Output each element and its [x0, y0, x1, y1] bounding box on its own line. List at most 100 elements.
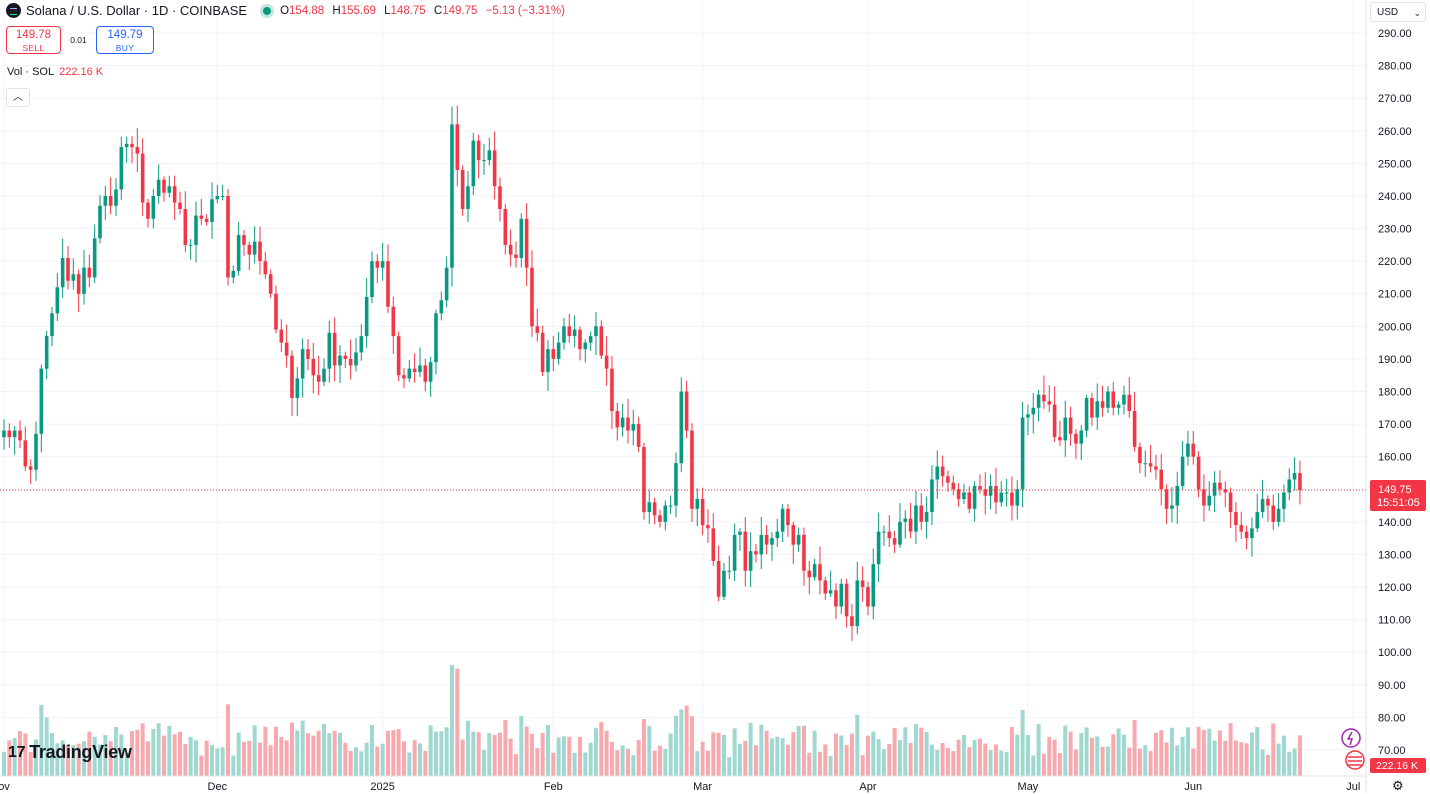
- volume-bar-190: [1015, 734, 1020, 776]
- candle-101: [540, 325, 545, 377]
- candle-12: [66, 245, 70, 290]
- volume-bar-115: [615, 750, 620, 776]
- volume-value: 222.16 K: [59, 66, 104, 78]
- volume-bar-155: [828, 756, 833, 776]
- volume-bar-17: [92, 736, 97, 776]
- price-tick-label-7: 220.00: [1378, 256, 1412, 268]
- candle-181: [967, 486, 972, 514]
- candle-114: [610, 356, 614, 430]
- time-axis[interactable]: ov Dec 2025 Feb Mar Apr May Jun Jul: [0, 775, 1366, 793]
- volume-bar-27: [145, 741, 150, 776]
- candle-96: [514, 241, 518, 268]
- volume-bar-62: [332, 730, 337, 776]
- candle-83: [444, 256, 449, 308]
- volume-bar-191: [1020, 709, 1025, 776]
- volume-bar-129: [689, 716, 694, 776]
- volume-bar-242: [1292, 748, 1297, 776]
- volume-bar-37: [199, 755, 204, 776]
- candle-73: [391, 296, 396, 354]
- candle-170: [908, 502, 913, 539]
- price-tick-label-9: 200.00: [1378, 321, 1412, 333]
- collapse-legend-button[interactable]: ︿: [6, 88, 30, 107]
- volume-bar-63: [337, 732, 342, 776]
- sell-button[interactable]: 149.78 SELL: [6, 26, 61, 54]
- volume-bar-26: [140, 723, 145, 776]
- candlestick-series: [2, 105, 1302, 641]
- volume-bar-25: [135, 729, 140, 776]
- volume-bar-243: [1297, 735, 1302, 776]
- time-tick-label-8: Jul: [1346, 781, 1360, 793]
- volume-bar-228: [1217, 730, 1222, 776]
- candle-160: [855, 561, 860, 635]
- candle-11: [60, 238, 65, 298]
- volume-bar-157: [839, 735, 844, 776]
- buy-button[interactable]: 149.79 BUY: [96, 26, 154, 54]
- candle-92: [492, 131, 497, 200]
- volume-bar-32: [172, 734, 177, 776]
- volume-bar-35: [188, 737, 193, 776]
- candle-141: [754, 544, 758, 563]
- volume-bar-135: [721, 734, 726, 776]
- candle-162: [866, 581, 870, 616]
- price-axis[interactable]: 290.00 280.00 270.00 260.00 250.00 240.00 230.…: [1365, 0, 1412, 793]
- volume-bar-151: [807, 752, 812, 776]
- volume-bar-126: [673, 715, 678, 776]
- candle-241: [1287, 468, 1292, 501]
- candle-134: [716, 545, 721, 602]
- volume-bar-123: [657, 745, 662, 776]
- candle-50: [268, 269, 273, 299]
- volume-bar-197: [1052, 739, 1057, 776]
- candle-238: [1271, 494, 1276, 530]
- symbol-title[interactable]: Solana / U.S. Dollar · 1D · COINBASE: [26, 3, 248, 18]
- volume-bar-137: [732, 728, 737, 776]
- volume-bar-149: [796, 725, 801, 776]
- candle-124: [663, 500, 668, 531]
- volume-bar-205: [1095, 736, 1100, 776]
- volume-bar-98: [524, 726, 529, 776]
- volume-bar-57: [305, 733, 310, 776]
- candle-72: [386, 244, 390, 313]
- volume-bar-128: [684, 705, 689, 776]
- candle-231: [1234, 502, 1238, 542]
- candle-224: [1196, 451, 1201, 498]
- candle-51: [274, 285, 278, 334]
- candle-37: [199, 198, 204, 225]
- candle-20: [108, 177, 113, 215]
- volume-bar-218: [1164, 742, 1169, 776]
- volume-bar-107: [572, 752, 577, 776]
- currency-select[interactable]: USD ⌄: [1370, 2, 1426, 22]
- gear-icon[interactable]: ⚙: [1392, 778, 1404, 793]
- tradingview-logo[interactable]: 17 TradingView: [8, 742, 132, 762]
- chevron-down-icon: ⌄: [1413, 8, 1421, 18]
- volume-bar-45: [241, 741, 246, 776]
- events-icons[interactable]: [1341, 728, 1365, 770]
- volume-bar-83: [444, 727, 449, 776]
- volume-bar-125: [668, 733, 673, 776]
- candle-226: [1207, 481, 1212, 511]
- market-status-icon: [263, 6, 272, 15]
- volume-bar-87: [465, 720, 470, 776]
- candle-129: [690, 423, 694, 523]
- flash-icon: [1341, 728, 1361, 748]
- volume-bars: [2, 664, 1302, 776]
- volume-bar-240: [1281, 735, 1286, 776]
- candle-144: [770, 532, 774, 561]
- candle-196: [1047, 385, 1052, 413]
- volume-bar-206: [1100, 746, 1105, 776]
- candle-90: [482, 144, 486, 175]
- volume-bar-142: [759, 724, 764, 776]
- candle-146: [780, 504, 785, 543]
- volume-bar-168: [897, 740, 902, 776]
- candle-223: [1191, 431, 1196, 465]
- candle-67: [359, 324, 364, 361]
- candle-6: [34, 421, 38, 481]
- candle-177: [946, 470, 950, 492]
- volume-bar-119: [636, 739, 641, 776]
- time-tick-label-3: Feb: [544, 781, 563, 793]
- volume-bar-34: [183, 744, 188, 776]
- volume-bar-148: [791, 732, 796, 776]
- price-tick-label-11: 180.00: [1378, 387, 1412, 399]
- volume-tag-value: 222.16 K: [1376, 760, 1418, 772]
- candle-103: [551, 335, 556, 371]
